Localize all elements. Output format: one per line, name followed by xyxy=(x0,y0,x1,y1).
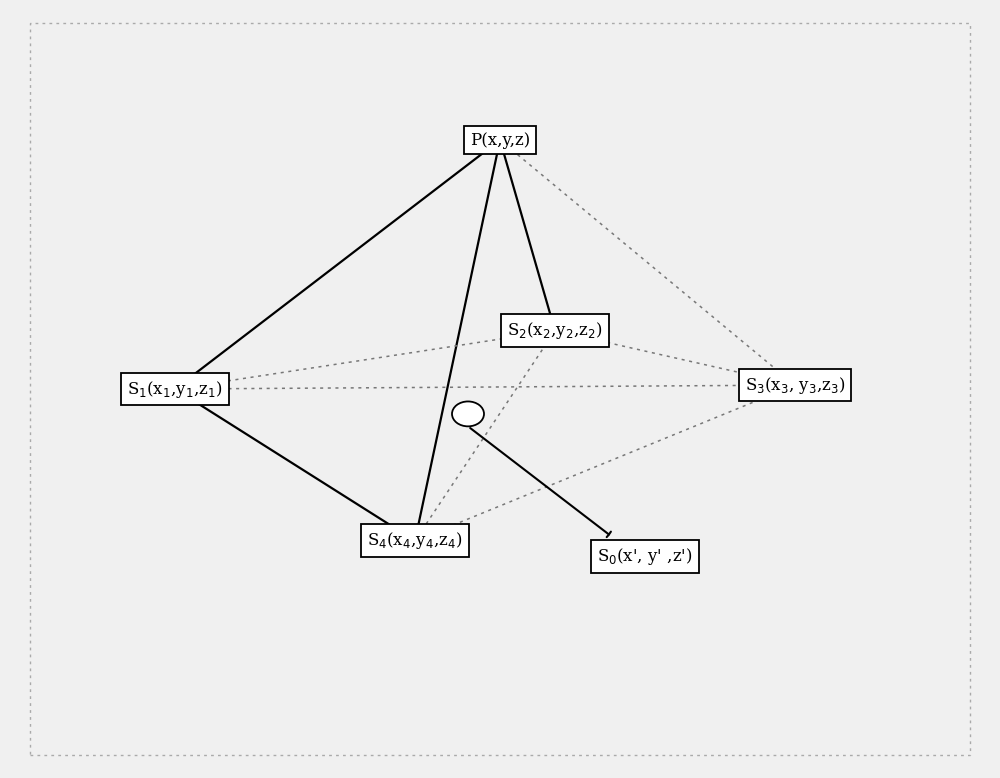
Text: S$_4$(x$_4$,y$_4$,z$_4$): S$_4$(x$_4$,y$_4$,z$_4$) xyxy=(367,531,463,551)
Text: S$_2$(x$_2$,y$_2$,z$_2$): S$_2$(x$_2$,y$_2$,z$_2$) xyxy=(507,321,603,341)
Text: S$_1$(x$_1$,y$_1$,z$_1$): S$_1$(x$_1$,y$_1$,z$_1$) xyxy=(127,379,223,399)
Text: S$_0$(x', y' ,z'): S$_0$(x', y' ,z') xyxy=(597,546,693,566)
Text: P(x,y,z): P(x,y,z) xyxy=(470,131,530,149)
Text: S$_3$(x$_3$, y$_3$,z$_3$): S$_3$(x$_3$, y$_3$,z$_3$) xyxy=(745,375,845,395)
Circle shape xyxy=(452,401,484,426)
